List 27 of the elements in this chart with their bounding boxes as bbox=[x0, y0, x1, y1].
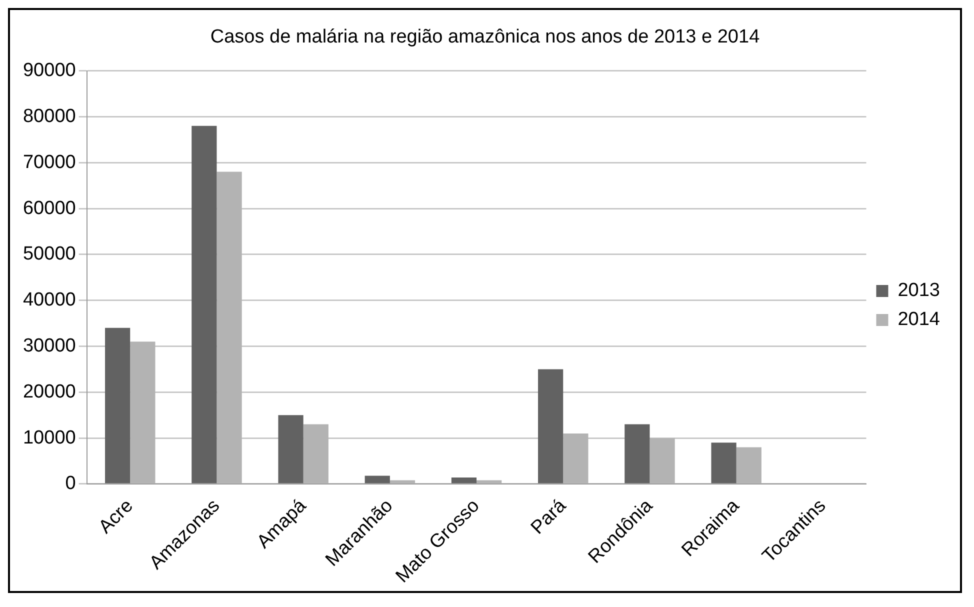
bar bbox=[303, 424, 328, 484]
bar bbox=[538, 369, 564, 484]
legend-label: 2014 bbox=[898, 309, 940, 330]
bar bbox=[216, 172, 242, 484]
bar bbox=[130, 342, 156, 484]
bar bbox=[736, 447, 762, 484]
y-tick-label: 0 bbox=[65, 473, 76, 494]
bar bbox=[451, 478, 477, 484]
bar bbox=[105, 328, 130, 484]
chart-title: Casos de malária na região amazônica nos anos de 2013 e 2014 bbox=[210, 26, 760, 48]
bar bbox=[278, 415, 304, 484]
y-tick-label: 80000 bbox=[22, 106, 76, 127]
y-tick-label: 50000 bbox=[22, 244, 76, 265]
bar bbox=[624, 424, 650, 484]
y-tick-label: 10000 bbox=[22, 427, 76, 448]
y-tick-label: 90000 bbox=[22, 60, 76, 82]
legend-label: 2013 bbox=[898, 280, 940, 302]
bar bbox=[650, 438, 675, 484]
bar bbox=[711, 442, 736, 484]
bar bbox=[563, 433, 588, 484]
bar bbox=[364, 476, 390, 484]
y-tick-label: 20000 bbox=[22, 381, 76, 402]
y-tick-label: 60000 bbox=[22, 198, 76, 219]
y-tick-label: 70000 bbox=[22, 152, 76, 173]
bar bbox=[192, 126, 217, 484]
y-tick-label: 40000 bbox=[22, 290, 76, 311]
y-tick-label: 30000 bbox=[22, 335, 76, 356]
